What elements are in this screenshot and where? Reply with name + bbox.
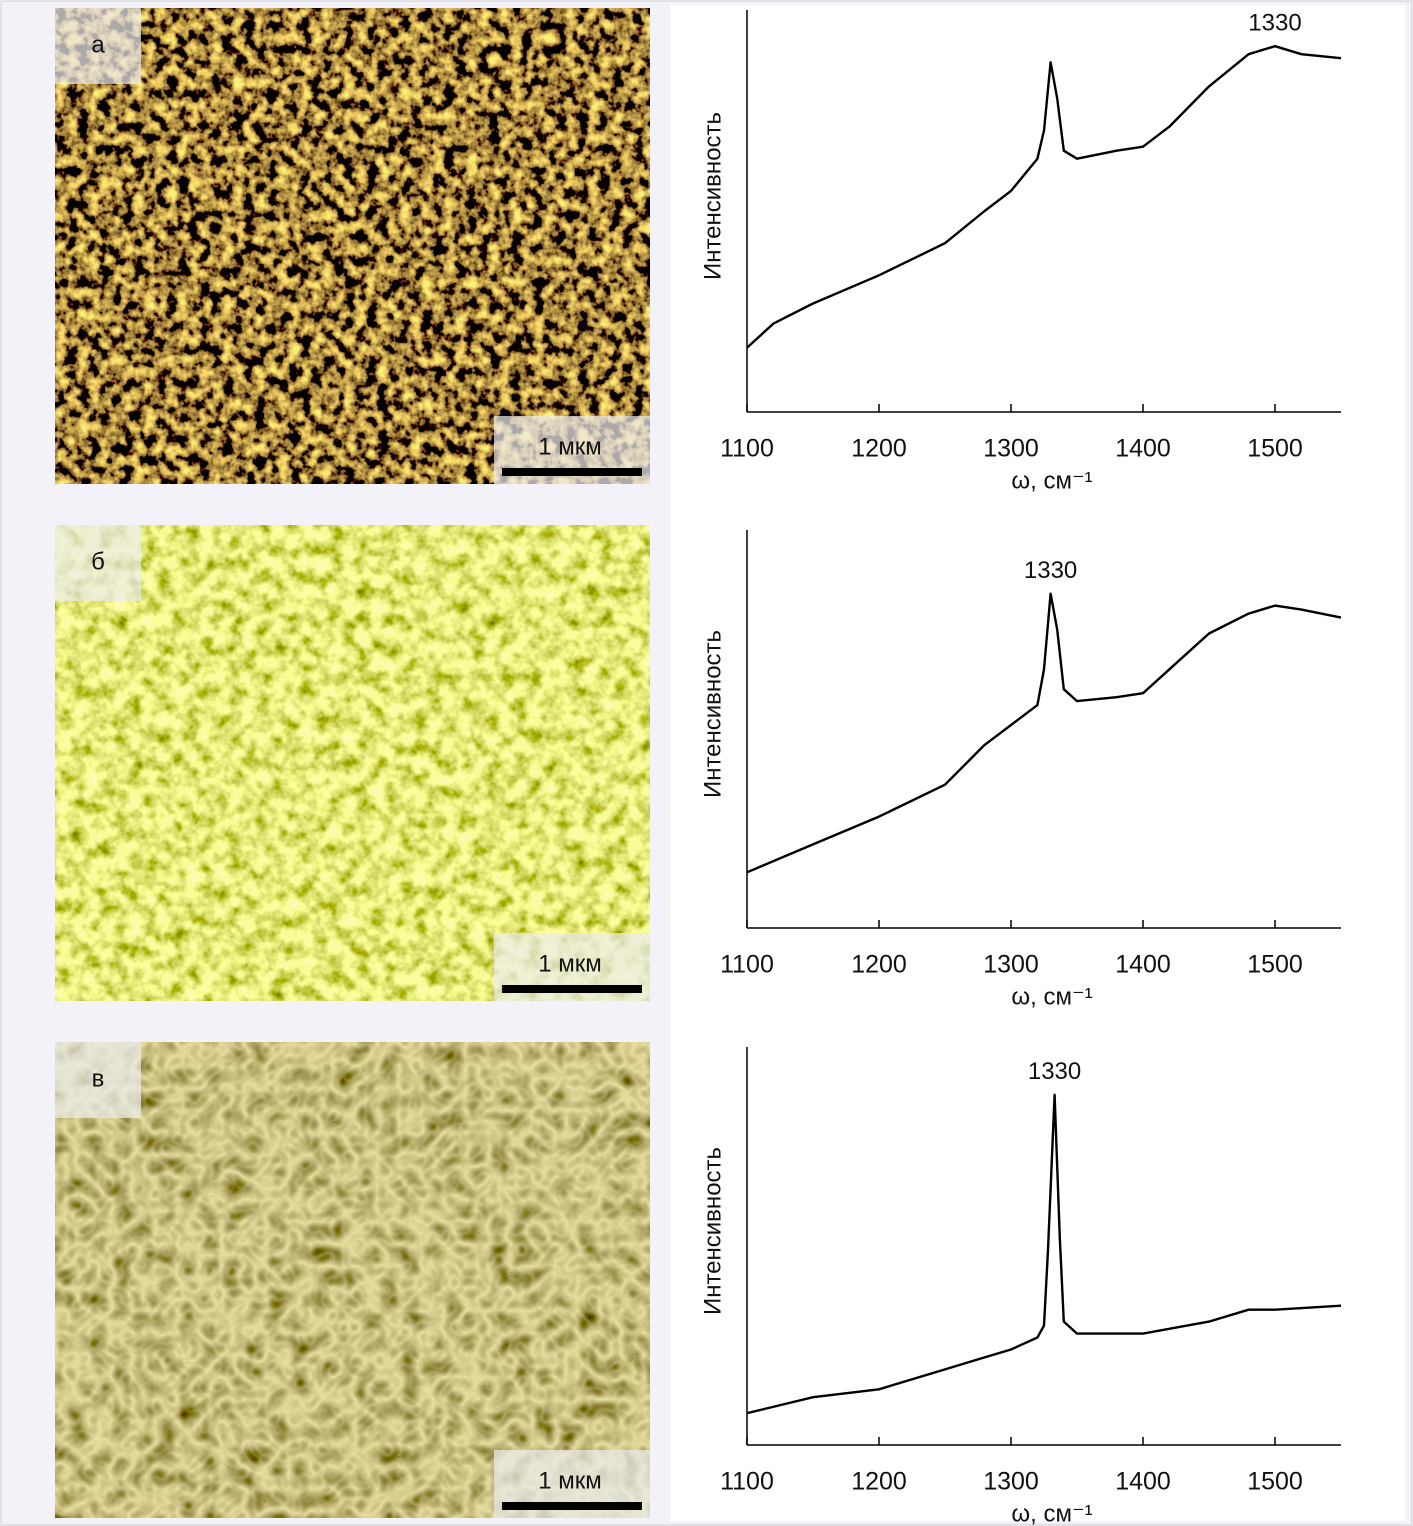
x-tick-label: 1200	[851, 435, 907, 463]
x-tick-label: 1200	[851, 1468, 907, 1496]
x-tick-label: 1500	[1247, 435, 1303, 463]
panel-label: б	[91, 548, 105, 575]
panel-label-box	[55, 8, 141, 84]
x-tick-label: 1400	[1115, 951, 1171, 979]
scale-bar-label: 1 мкм	[538, 1467, 602, 1494]
micrograph	[55, 1042, 650, 1518]
x-tick-label: 1100	[720, 951, 774, 979]
x-tick-label: 1100	[720, 435, 774, 463]
panel-label: а	[91, 31, 105, 58]
spectrum-line	[746, 592, 1342, 874]
x-tick-label: 1400	[1115, 435, 1171, 463]
x-tick-label: 1300	[983, 435, 1039, 463]
x-tick-label: 1200	[851, 951, 907, 979]
scale-bar	[502, 1502, 642, 1510]
scale-bar	[502, 468, 642, 476]
panel-label: в	[92, 1065, 105, 1092]
chart-column	[670, 5, 1405, 1521]
spectrum-line	[746, 1093, 1342, 1415]
scale-bar-label: 1 мкм	[538, 433, 602, 460]
x-tick-label: 1500	[1247, 951, 1303, 979]
y-axis-label: Интенсивность	[699, 630, 726, 798]
peak-annotation: 1330	[1248, 10, 1301, 37]
x-axis-label: ω, см⁻¹	[1011, 467, 1092, 494]
spectrum-line	[746, 45, 1342, 349]
x-axis-label: ω, см⁻¹	[1011, 983, 1092, 1010]
scale-bar	[502, 985, 642, 993]
x-tick-label: 1500	[1247, 1468, 1303, 1496]
x-tick-label: 1100	[720, 1468, 774, 1496]
x-tick-label: 1300	[983, 951, 1039, 979]
scale-bar-label: 1 мкм	[538, 950, 602, 977]
y-axis-label: Интенсивность	[699, 1147, 726, 1315]
panel-label-box	[55, 1042, 141, 1118]
x-axis-label: ω, см⁻¹	[1011, 1500, 1092, 1526]
peak-annotation: 1330	[1024, 557, 1077, 584]
peak-annotation: 1330	[1028, 1058, 1081, 1085]
panel-label-box	[55, 525, 141, 601]
x-tick-label: 1400	[1115, 1468, 1171, 1496]
y-axis-label: Интенсивность	[699, 112, 726, 280]
micrograph	[55, 525, 650, 1001]
micrograph	[55, 8, 650, 484]
x-tick-label: 1300	[983, 1468, 1039, 1496]
